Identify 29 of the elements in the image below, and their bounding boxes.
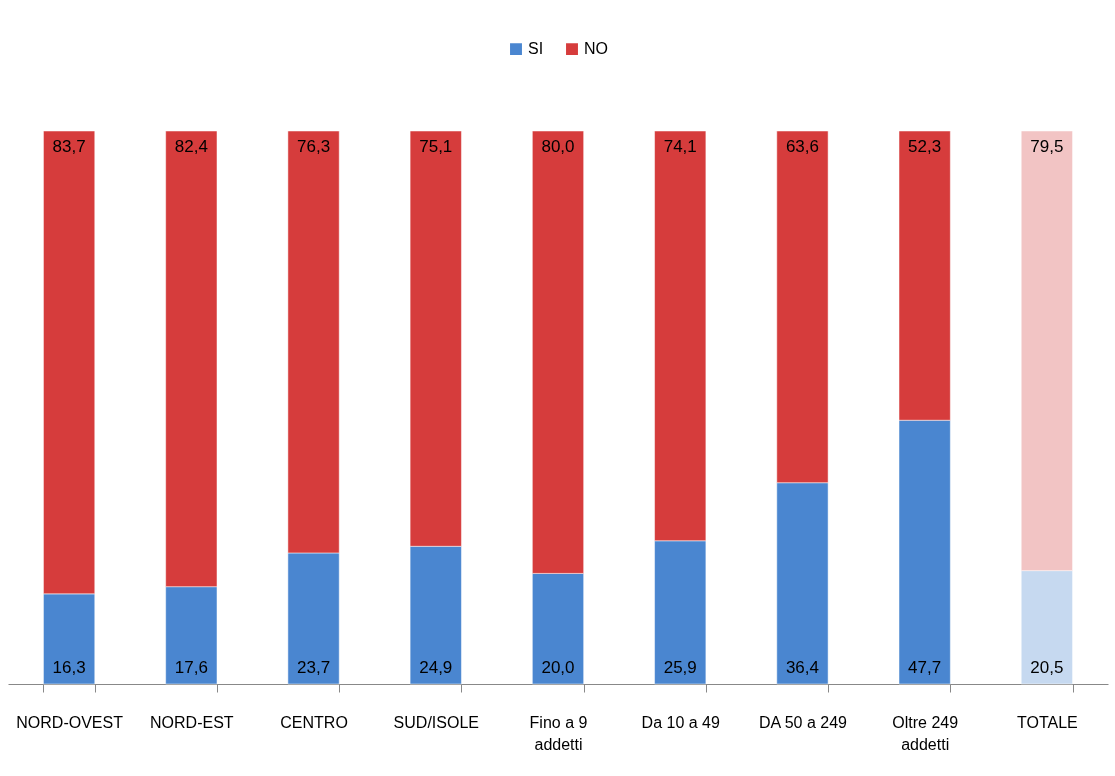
legend-label: NO [584,40,608,58]
data-label: 74,1 [663,137,697,156]
data-label: 36,4 [785,658,819,677]
x-tick-label: CENTRO [280,713,348,731]
data-label: 82,4 [174,137,208,156]
x-tick-label: TOTALE [1017,713,1078,731]
data-label: 76,3 [297,137,331,156]
data-label: 23,7 [297,658,331,677]
x-tick-label: NORD-OVEST [16,713,124,731]
data-label: 63,6 [785,137,819,156]
x-tick-label: Da 10 a 49 [641,713,720,731]
data-label: 47,7 [908,658,942,677]
x-tick-label: Fino a 9 addetti [529,713,588,753]
data-label: 17,6 [174,658,208,677]
data-label: 83,7 [52,137,86,156]
x-tick-label: Oltre 249 addetti [892,713,959,753]
data-label: 52,3 [908,137,942,156]
x-tick-label: NORD-EST [150,713,234,731]
legend-label: SI [528,40,544,58]
x-tick-label: DA 50 a 249 [758,713,848,731]
data-label: 20,5 [1030,658,1064,677]
data-label: 25,9 [663,658,697,677]
data-label: 20,0 [541,658,575,677]
data-label: 24,9 [419,658,453,677]
data-label: 16,3 [52,658,86,677]
data-label: 80,0 [541,137,575,156]
data-label: 75,1 [419,137,453,156]
x-tick-label: SUD/ISOLE [393,713,479,731]
data-label: 79,5 [1030,137,1064,156]
